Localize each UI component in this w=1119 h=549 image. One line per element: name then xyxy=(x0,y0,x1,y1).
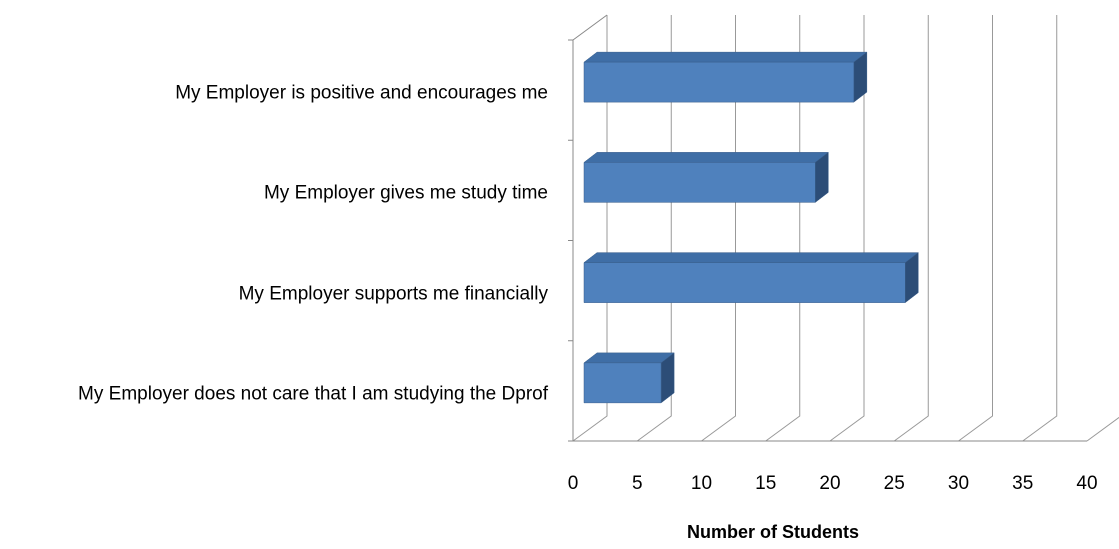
bar-front xyxy=(583,61,855,103)
grid-line xyxy=(1086,416,1119,442)
x-tick-label: 40 xyxy=(1076,473,1097,494)
x-tick-label: 0 xyxy=(568,473,579,494)
y-tick-label: My Employer supports me financially xyxy=(238,283,548,305)
bar-front xyxy=(583,362,662,404)
bar-front xyxy=(583,262,906,303)
x-tick-label: 5 xyxy=(632,473,643,494)
bar-top xyxy=(583,51,868,63)
x-tick-label: 30 xyxy=(948,473,969,494)
bar-top xyxy=(583,352,675,364)
grid-line xyxy=(572,15,608,442)
grid-line xyxy=(636,15,672,442)
y-tick-label: My Employer does not care that I am stud… xyxy=(78,383,548,405)
grid-line xyxy=(829,15,865,442)
bar xyxy=(583,252,919,304)
bar-top xyxy=(583,252,919,263)
x-tick-label: 35 xyxy=(1012,473,1033,494)
grid-line xyxy=(893,15,929,442)
grid-line xyxy=(1022,15,1058,442)
x-axis-label: Number of Students xyxy=(687,522,859,542)
grid-line xyxy=(765,15,801,442)
bar xyxy=(583,51,868,103)
bar-top xyxy=(583,152,830,163)
x-tick-label: 20 xyxy=(819,473,840,494)
y-tick-label: My Employer is positive and encourages m… xyxy=(175,82,548,104)
bar xyxy=(583,151,830,203)
x-tick-label: 15 xyxy=(755,473,776,494)
grid-line xyxy=(958,15,993,442)
x-tick-label: 25 xyxy=(884,473,905,494)
x-tick-label: 10 xyxy=(691,473,712,494)
y-tick-label: My Employer gives me study time xyxy=(263,182,548,204)
bar xyxy=(583,352,675,404)
grid-line xyxy=(701,15,736,442)
bar-front xyxy=(583,162,816,203)
